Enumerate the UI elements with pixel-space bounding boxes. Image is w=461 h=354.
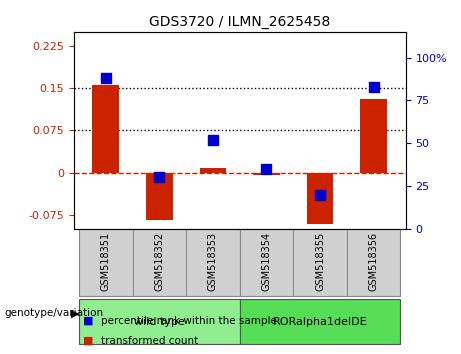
Text: GSM518354: GSM518354 bbox=[261, 232, 272, 291]
FancyBboxPatch shape bbox=[240, 299, 400, 344]
Text: ■: ■ bbox=[83, 336, 94, 346]
FancyBboxPatch shape bbox=[79, 229, 133, 296]
Text: RORalpha1delDE: RORalpha1delDE bbox=[273, 316, 367, 327]
FancyBboxPatch shape bbox=[347, 229, 400, 296]
Bar bbox=[307, 172, 333, 224]
Text: GSM518355: GSM518355 bbox=[315, 232, 325, 291]
Text: ▶: ▶ bbox=[71, 308, 80, 318]
Bar bbox=[253, 172, 280, 175]
Point bbox=[156, 175, 163, 180]
Point bbox=[263, 166, 270, 172]
Text: GSM518356: GSM518356 bbox=[368, 232, 378, 291]
Bar bbox=[93, 85, 119, 172]
Text: GSM518352: GSM518352 bbox=[154, 232, 165, 291]
Text: percentile rank within the sample: percentile rank within the sample bbox=[101, 316, 278, 326]
FancyBboxPatch shape bbox=[293, 229, 347, 296]
Bar bbox=[146, 172, 173, 220]
Point bbox=[316, 192, 324, 198]
Bar bbox=[360, 99, 387, 172]
Text: genotype/variation: genotype/variation bbox=[5, 308, 104, 318]
Title: GDS3720 / ILMN_2625458: GDS3720 / ILMN_2625458 bbox=[149, 16, 331, 29]
Text: GSM518353: GSM518353 bbox=[208, 232, 218, 291]
FancyBboxPatch shape bbox=[79, 299, 240, 344]
Text: ■: ■ bbox=[83, 316, 94, 326]
FancyBboxPatch shape bbox=[186, 229, 240, 296]
Text: transformed count: transformed count bbox=[101, 336, 199, 346]
Bar bbox=[200, 168, 226, 172]
FancyBboxPatch shape bbox=[133, 229, 186, 296]
Point bbox=[102, 75, 110, 81]
Point bbox=[209, 137, 217, 143]
FancyBboxPatch shape bbox=[240, 229, 293, 296]
Text: wild type: wild type bbox=[134, 316, 185, 327]
Point bbox=[370, 84, 377, 90]
Text: GSM518351: GSM518351 bbox=[101, 232, 111, 291]
